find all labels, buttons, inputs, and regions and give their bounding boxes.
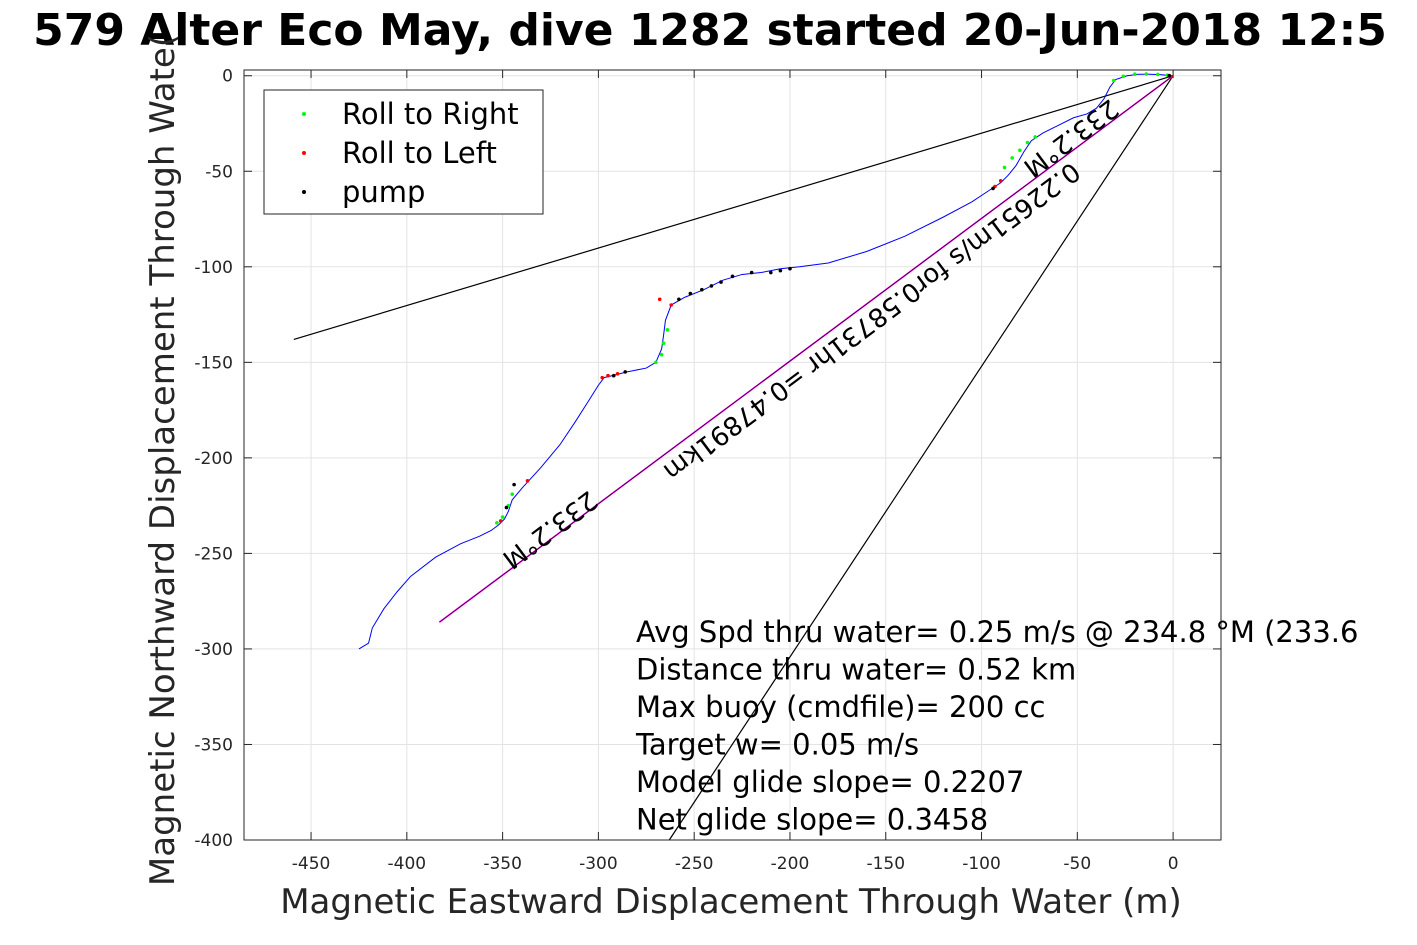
- pump-marker: [700, 287, 704, 292]
- x-tick-label: -350: [483, 854, 522, 874]
- roll-right-marker: [1155, 72, 1160, 77]
- roll-right-marker: [1132, 72, 1137, 77]
- roll-left-marker: [669, 303, 673, 307]
- pump-marker: [504, 505, 509, 510]
- roll-right-marker: [1025, 140, 1030, 145]
- vector-overlay-line: [439, 75, 1174, 623]
- y-tick-label: -200: [194, 449, 233, 469]
- roll-left-marker: [657, 297, 662, 302]
- pump-marker: [730, 274, 735, 279]
- x-tick-label: -300: [579, 854, 618, 874]
- roll-left-marker: [498, 519, 503, 523]
- roll-right-marker: [1144, 72, 1149, 76]
- tick-labels: -450 -400 -350 -300 -250 -200 -150 -100 -50 0 0 -50…: [194, 67, 1178, 874]
- stat-line: Avg Spd thru water= 0.25 m/s @ 234.8 °M …: [636, 615, 1358, 649]
- y-tick-label: -400: [194, 831, 233, 851]
- pump-marker: [719, 280, 723, 284]
- y-axis-label: Magnetic Northward Displacement Through …: [143, 34, 183, 886]
- roll-left-marker: [600, 375, 605, 380]
- pump-marker: [512, 482, 516, 487]
- guide-left-line: [293, 75, 1174, 340]
- axes: [243, 69, 1222, 841]
- chart-title: 579 Alter Eco May, dive 1282 started 20-…: [33, 5, 1387, 56]
- y-tick-label: -50: [205, 162, 233, 182]
- x-tick-label: 0: [1168, 854, 1179, 874]
- track-line: [358, 73, 1174, 650]
- legend-marker: [302, 190, 306, 194]
- stat-line: Model glide slope= 0.2207: [636, 765, 1024, 799]
- legend-box: [263, 89, 544, 215]
- x-tick-label: -200: [771, 854, 810, 874]
- x-tick-label: -150: [866, 854, 905, 874]
- pump-marker: [778, 268, 783, 273]
- roll-right-marker: [1010, 156, 1014, 160]
- roll-right-marker: [654, 360, 658, 365]
- x-tick-label: -100: [962, 854, 1001, 874]
- pump-marker: [991, 186, 995, 191]
- stat-line: Max buoy (cmdfile)= 200 cc: [636, 690, 1045, 724]
- guide-lines: [293, 75, 1174, 841]
- roll-right-marker: [1002, 165, 1007, 170]
- pump-marker: [1167, 73, 1172, 78]
- guide-right-line: [668, 75, 1174, 841]
- pump-marker: [769, 270, 773, 275]
- roll-right-marker: [510, 492, 514, 496]
- roll-right-marker: [1121, 74, 1126, 79]
- y-tick-label: -100: [194, 258, 233, 278]
- stat-line: Net glide slope= 0.3458: [636, 803, 988, 837]
- y-tick-label: -250: [194, 544, 233, 564]
- pump-marker: [709, 284, 714, 288]
- y-tick-label: -300: [194, 640, 233, 660]
- marker-points: [495, 72, 1173, 525]
- pump-marker: [788, 266, 792, 271]
- x-tick-label: -50: [1063, 854, 1091, 874]
- x-tick-label: -250: [675, 854, 714, 874]
- roll-right-marker: [1033, 135, 1037, 139]
- roll-left-marker: [606, 373, 610, 378]
- pump-marker: [749, 270, 754, 275]
- roll-right-marker: [659, 352, 664, 357]
- roll-right-marker: [661, 341, 666, 346]
- legend-label: pump: [342, 175, 425, 209]
- y-tick-label: -350: [194, 735, 233, 755]
- x-tick-label: -400: [388, 854, 427, 874]
- y-tick-label: -150: [194, 353, 233, 373]
- legend-marker: [302, 112, 306, 116]
- roll-left-marker: [615, 371, 620, 376]
- roll-left-marker: [998, 179, 1003, 183]
- y-tick-label: 0: [222, 67, 233, 87]
- roll-right-marker: [665, 328, 670, 332]
- roll-left-marker: [525, 478, 530, 483]
- x-tick-label: -450: [292, 854, 331, 874]
- legend-marker: [302, 151, 306, 155]
- pump-marker: [623, 370, 628, 374]
- legend-label: Roll to Left: [342, 136, 497, 170]
- pump-marker: [677, 297, 681, 302]
- roll-right-marker: [1111, 78, 1116, 83]
- net-displacement-vector: [438, 75, 1174, 623]
- stats-text: Avg Spd thru water= 0.25 m/s @ 234.8 °M …: [635, 615, 1358, 837]
- stat-line: Target w= 0.05 m/s: [635, 728, 919, 762]
- track-series: [358, 73, 1174, 650]
- legend: Roll to Right Roll to Left pump: [263, 89, 544, 215]
- pump-marker: [688, 291, 693, 296]
- roll-right-marker: [1018, 148, 1022, 153]
- stat-line: Distance thru water= 0.52 km: [636, 653, 1076, 687]
- pump-marker: [611, 373, 616, 378]
- roll-right-marker: [500, 515, 505, 519]
- legend-label: Roll to Right: [342, 97, 519, 131]
- x-axis-label: Magnetic Eastward Displacement Through W…: [280, 882, 1182, 922]
- roll-right-marker: [495, 521, 499, 525]
- plot-frame: [243, 69, 1222, 841]
